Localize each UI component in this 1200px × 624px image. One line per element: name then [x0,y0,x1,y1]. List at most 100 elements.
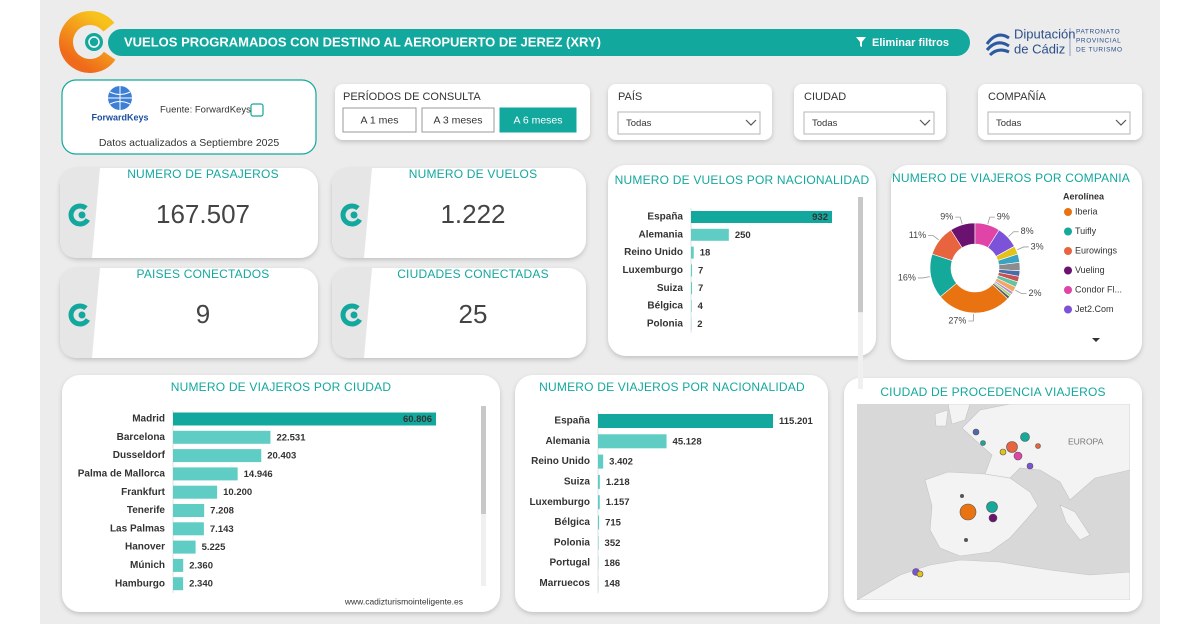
bar [173,412,436,426]
dropdown-value[interactable]: Todas [996,118,1022,129]
filter-icon [856,37,866,47]
category-label: Hanover [125,542,165,553]
value-label: 1.218 [606,477,630,488]
value-label: 2.340 [189,579,213,590]
page-title: VUELOS PROGRAMADOS CON DESTINO AL AEROPU… [124,34,601,49]
chart-source: www.cadizturismointeligente.es [344,596,463,606]
category-label: Tenerife [127,505,166,516]
kpi-icon [68,303,92,327]
dropdown-value[interactable]: Todas [626,118,652,129]
value-label: 715 [605,518,622,529]
clear-filters-button[interactable]: Eliminar filtros [846,31,968,54]
category-label: Las Palmas [110,523,165,534]
leader-line [917,276,930,279]
bar [173,485,218,499]
period-button-label[interactable]: A 6 meses [513,114,562,126]
clear-filters-label[interactable]: Eliminar filtros [872,37,949,49]
legend-label: Condor Fl... [1075,284,1122,294]
kpi-icon [340,303,364,327]
category-label: Suiza [564,477,591,488]
legend-more[interactable] [1092,338,1100,342]
slice-label: 2% [1028,288,1041,298]
value-label: 2 [697,319,702,330]
value-label: 115.201 [779,416,814,427]
bar [598,474,600,489]
kpi-title: NUMERO DE PASAJEROS [127,167,279,181]
kpi-icon [340,203,364,227]
bar [691,264,693,277]
leader-line [968,313,974,322]
bar [173,577,184,591]
dropdown-chevron [745,119,757,126]
leader-line [1008,231,1019,237]
periods-title: PERÍODOS DE CONSULTA [343,90,481,103]
logo-text: ForwardKeys [91,112,148,122]
dropdown[interactable] [617,111,761,135]
org-logo [985,28,1071,57]
bar [598,454,604,469]
kpi-card [60,168,318,258]
legend-label: Vueling [1075,265,1105,275]
org-name: de Cádiz [1014,41,1065,56]
bar [173,467,238,481]
category-label: Polonia [554,537,591,548]
period-button[interactable] [421,107,495,133]
pie-slice [992,282,1011,300]
leader-line [928,235,939,241]
leader-line [955,216,963,224]
period-button-label[interactable]: A 3 meses [433,114,482,126]
legend-swatch [1064,286,1072,294]
category-label: Múnich [130,560,165,571]
leader-line [987,216,995,224]
category-label: Frankfurt [121,487,166,498]
category-label: Alemania [639,229,684,240]
value-label: 2.360 [189,560,213,571]
category-label: Barcelona [117,432,166,443]
value-label: 7.143 [210,524,234,535]
period-button-label[interactable]: A 1 mes [361,114,399,126]
period-button[interactable] [342,107,417,133]
category-label: Reino Unido [624,247,683,258]
title-bar [108,29,970,56]
bar [691,300,692,312]
legend-swatch [1064,247,1072,255]
period-button[interactable] [499,107,577,133]
dropdown[interactable] [987,111,1131,135]
bar [173,430,271,444]
bar [691,228,729,241]
filter-label: PAÍS [618,90,642,103]
legend-label: Jet2.Com [1075,304,1114,314]
leader-line [1017,246,1029,251]
category-label: España [647,212,683,223]
value-label: 932 [812,212,828,223]
category-label: Dusseldorf [113,450,166,461]
kpi-card [332,168,586,258]
category-label: Bélgica [554,517,590,528]
kpi-card [332,268,586,358]
bar [598,515,600,530]
scrollbar-thumb[interactable] [481,406,486,514]
category-label: Bélgica [647,301,683,312]
scrollbar-thumb[interactable] [858,197,863,313]
bar [598,535,599,550]
bar [691,211,832,223]
dropdown[interactable] [803,111,935,135]
bar [598,414,773,428]
legend-swatch [1064,208,1072,216]
dropdown-value[interactable]: Todas [812,118,838,129]
slice-label: 9% [997,211,1010,221]
map [857,404,1130,600]
value-label: 3.402 [609,457,633,468]
kpi-icon-dot [78,311,86,319]
legend-swatch [1064,227,1072,236]
value-label: 186 [604,558,620,569]
category-label: Marruecos [539,578,590,589]
slice-label: 11% [909,230,926,240]
value-label: 7 [698,283,703,294]
legend-label: Tuifly [1075,226,1097,236]
bar [691,246,694,259]
kpi-title: PAISES CONECTADOS [137,267,270,281]
bar [173,540,196,554]
app-logo [59,11,121,73]
